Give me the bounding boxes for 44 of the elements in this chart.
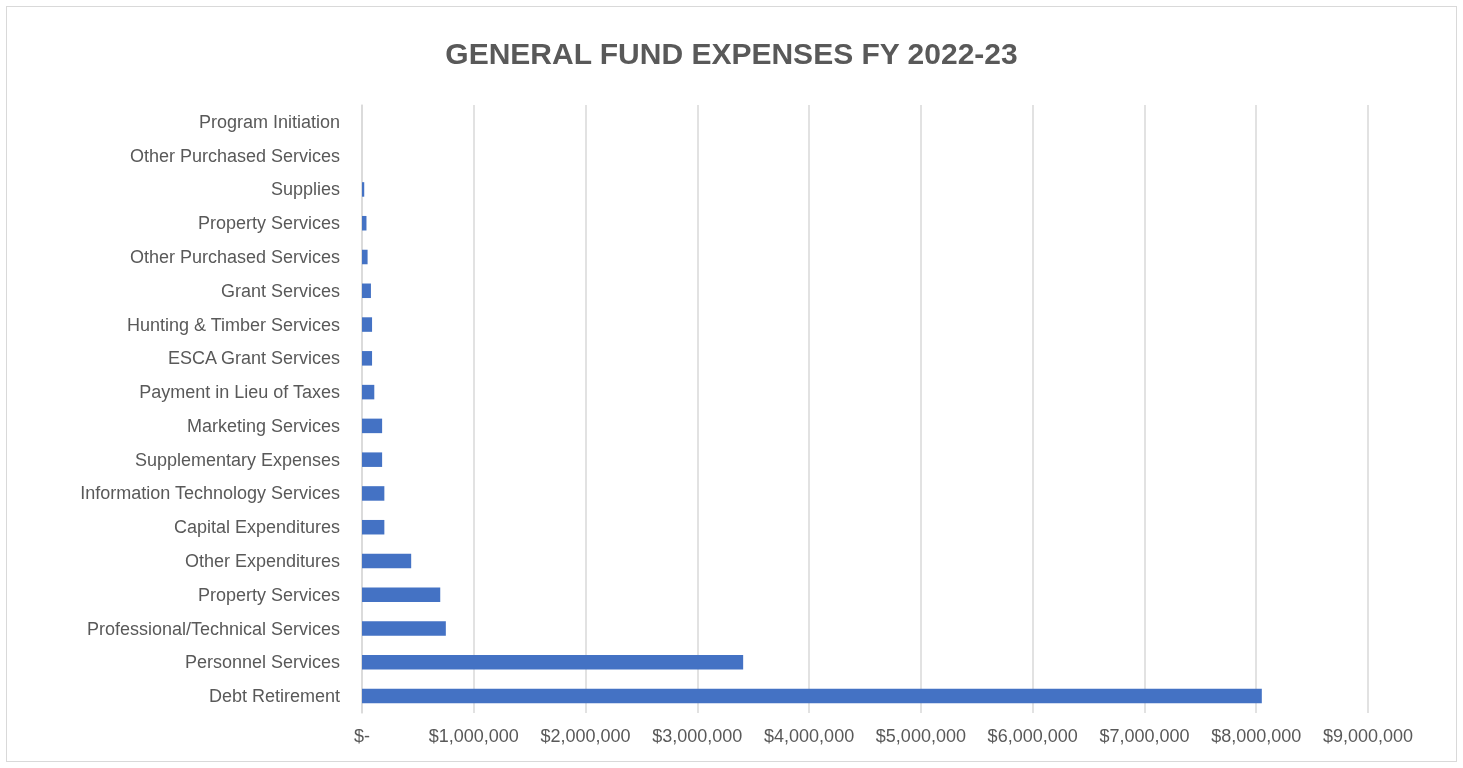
y-tick-label: Hunting & Timber Services bbox=[126, 314, 340, 335]
y-tick-label: Other Purchased Services bbox=[129, 247, 340, 267]
x-tick-label: $8,000,000 bbox=[1211, 726, 1302, 746]
bar bbox=[362, 688, 1262, 704]
bar bbox=[362, 519, 385, 535]
y-tick-label: Property Services bbox=[197, 213, 340, 234]
x-tick-label: $3,000,000 bbox=[652, 726, 743, 746]
bar bbox=[362, 182, 365, 197]
bar bbox=[362, 418, 383, 434]
bar bbox=[362, 351, 373, 366]
y-tick-label: Information Technology Services bbox=[80, 483, 340, 504]
y-tick-label: Capital Expenditures bbox=[173, 517, 340, 538]
y-tick-label: Personnel Services bbox=[184, 652, 340, 673]
y-tick-label: Marketing Services bbox=[186, 415, 340, 436]
x-tick-label: $- bbox=[353, 726, 371, 746]
x-tick-label: $5,000,000 bbox=[875, 726, 966, 746]
chart-title: GENERAL FUND EXPENSES FY 2022-23 bbox=[445, 36, 1018, 70]
y-tick-label: Payment in Lieu of Taxes bbox=[139, 382, 340, 403]
x-tick-label: $6,000,000 bbox=[987, 726, 1078, 746]
y-tick-label: Other Expenditures bbox=[184, 551, 340, 571]
y-tick-label: ESCA Grant Services bbox=[167, 348, 340, 369]
bar bbox=[362, 655, 744, 670]
bar bbox=[362, 317, 373, 332]
bar bbox=[362, 486, 385, 501]
y-tick-label: Grant Services bbox=[220, 280, 340, 301]
x-tick-label: $4,000,000 bbox=[764, 726, 855, 746]
y-tick-label: Supplies bbox=[270, 179, 340, 200]
x-tick-label: $7,000,000 bbox=[1099, 726, 1190, 746]
x-tick-label: $9,000,000 bbox=[1322, 726, 1414, 746]
bar bbox=[362, 283, 371, 299]
bar bbox=[362, 587, 441, 603]
y-tick-label: Debt Retirement bbox=[208, 686, 340, 707]
bar bbox=[362, 249, 368, 265]
y-tick-label: Supplementary Expenses bbox=[134, 449, 340, 470]
x-tick-label: $1,000,000 bbox=[428, 726, 519, 746]
y-tick-label: Other Purchased Services bbox=[129, 145, 340, 166]
bar bbox=[362, 553, 412, 569]
bar bbox=[362, 452, 383, 467]
y-tick-label: Property Services bbox=[197, 584, 340, 605]
bar bbox=[362, 621, 446, 636]
y-tick-label: Professional/Technical Services bbox=[86, 618, 340, 639]
x-tick-label: $2,000,000 bbox=[540, 726, 631, 746]
bar bbox=[362, 384, 375, 400]
y-tick-label: Program Initiation bbox=[198, 111, 340, 132]
